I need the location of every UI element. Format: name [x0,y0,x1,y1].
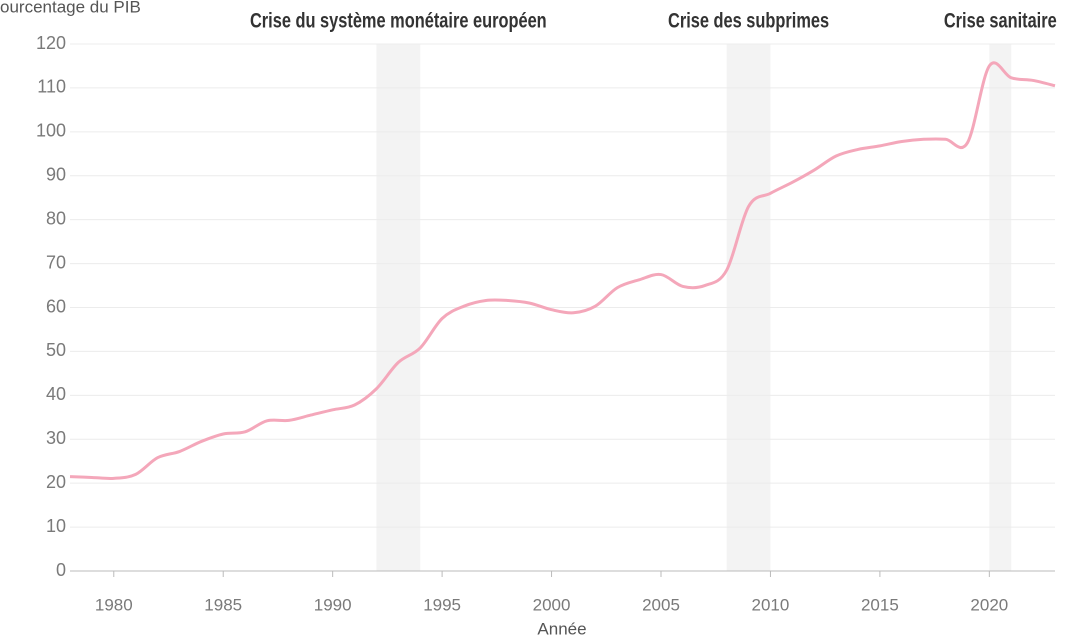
x-tick-label: 2010 [752,595,790,614]
y-tick-label: 90 [46,165,66,185]
y-tick-label: 100 [36,121,66,141]
x-tick-label: 1990 [314,595,352,614]
crisis-label: Crise du système monétaire européen [250,9,547,32]
x-tick-label: 1995 [423,595,461,614]
y-tick-label: 20 [46,472,66,492]
x-tick-label: 2000 [533,595,571,614]
x-tick-label: 1980 [95,595,133,614]
y-axis-title: ourcentage du PIB [0,0,141,16]
y-tick-label: 120 [36,33,66,53]
y-tick-label: 80 [46,208,66,228]
y-tick-label: 0 [56,560,66,580]
x-tick-label: 1985 [204,595,242,614]
crisis-label: Crise sanitaire [944,9,1057,32]
crisis-label: Crise des subprimes [668,9,829,32]
x-tick-label: 2015 [861,595,899,614]
x-tick-label: 2005 [642,595,680,614]
y-tick-label: 10 [46,516,66,536]
y-tick-label: 60 [46,296,66,316]
y-tick-label: 30 [46,428,66,448]
y-tick-label: 70 [46,252,66,272]
y-tick-label: 40 [46,384,66,404]
line [69,61,1056,480]
x-tick-label: 2020 [970,595,1008,614]
y-tick-label: 50 [46,340,66,360]
x-axis-title: Année [537,619,586,638]
y-tick-label: 110 [37,77,66,97]
